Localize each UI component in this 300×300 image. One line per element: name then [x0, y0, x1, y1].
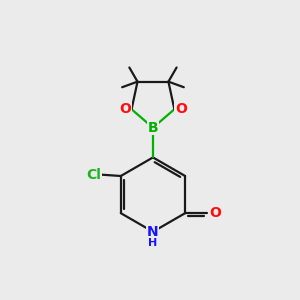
Text: B: B [148, 121, 158, 135]
Text: O: O [175, 102, 187, 116]
Text: N: N [147, 225, 158, 239]
Text: Cl: Cl [87, 167, 101, 182]
Text: O: O [209, 206, 221, 220]
Text: H: H [148, 238, 157, 248]
Text: O: O [119, 102, 131, 116]
